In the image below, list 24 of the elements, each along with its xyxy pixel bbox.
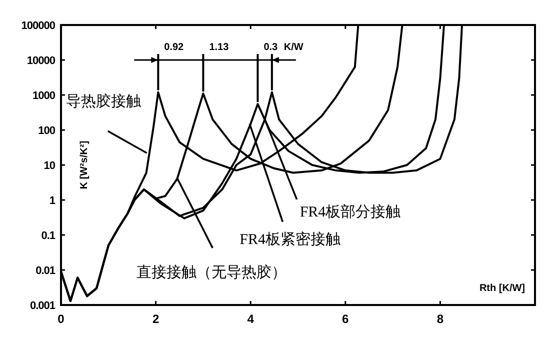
- x-tick-label: 0: [58, 312, 65, 326]
- y-tick-label: 1: [49, 195, 56, 207]
- annotation: K/W: [284, 42, 304, 53]
- x-tick-label: 6: [342, 312, 350, 326]
- annotation: 导热胶接触: [66, 93, 141, 110]
- annotation: FR4板紧密接触: [240, 230, 341, 248]
- y-tick-label: 0.01: [36, 265, 56, 277]
- x-tick-label: 4: [247, 312, 254, 326]
- y-tick-label: 100000: [21, 20, 56, 32]
- annotation: 0.3: [264, 42, 278, 53]
- x-tick-label: 8: [436, 312, 444, 326]
- y-tick-label: 10000: [26, 55, 56, 67]
- y-tick-label: 100: [38, 125, 56, 137]
- annotation: 1.13: [209, 42, 230, 53]
- y-tick-label: 0.1: [41, 230, 56, 242]
- annotation: 直接接触（无导热胶）: [136, 264, 287, 281]
- annotation: FR4板部分接触: [300, 203, 401, 220]
- y-tick-label: 10: [44, 160, 56, 172]
- x-axis-title: Rth [K/W]: [479, 283, 525, 294]
- y-axis-title: K [W²s/K²]: [79, 140, 90, 190]
- x-tick-label: 2: [152, 312, 160, 326]
- y-tick-label: 0.001: [30, 300, 56, 312]
- annotation: 0.92: [164, 42, 184, 53]
- y-tick-label: 1000: [32, 90, 56, 102]
